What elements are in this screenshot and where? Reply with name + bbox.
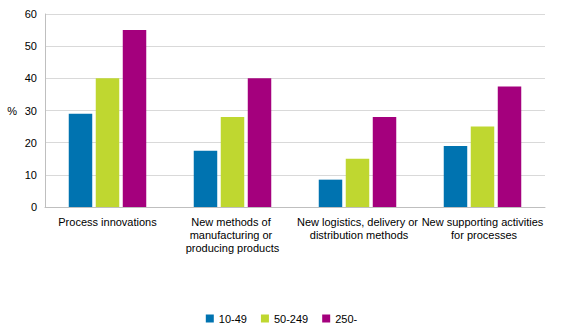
svg-text:20: 20 [25,137,37,149]
svg-text:40: 40 [25,72,37,84]
svg-text:0: 0 [31,201,37,213]
svg-text:10-49: 10-49 [219,313,247,325]
svg-text:Process innovations: Process innovations [58,216,157,228]
svg-text:60: 60 [25,8,37,20]
svg-text:New methods of: New methods of [191,216,274,228]
svg-text:250-: 250- [335,313,357,325]
svg-text:50: 50 [25,40,37,52]
svg-text:producing products: producing products [186,242,280,254]
svg-text:10: 10 [25,169,37,181]
svg-text:for processes: for processes [448,229,518,241]
svg-text:distribution methods: distribution methods [307,229,409,241]
svg-text:50-249: 50-249 [274,313,308,325]
svg-text:%: % [7,105,17,117]
svg-text:30: 30 [25,105,37,117]
svg-text:manufacturing or: manufacturing or [190,229,276,241]
svg-text:New supporting activities: New supporting activities [422,216,544,228]
svg-text:New logistics, delivery or: New logistics, delivery or [297,216,418,228]
